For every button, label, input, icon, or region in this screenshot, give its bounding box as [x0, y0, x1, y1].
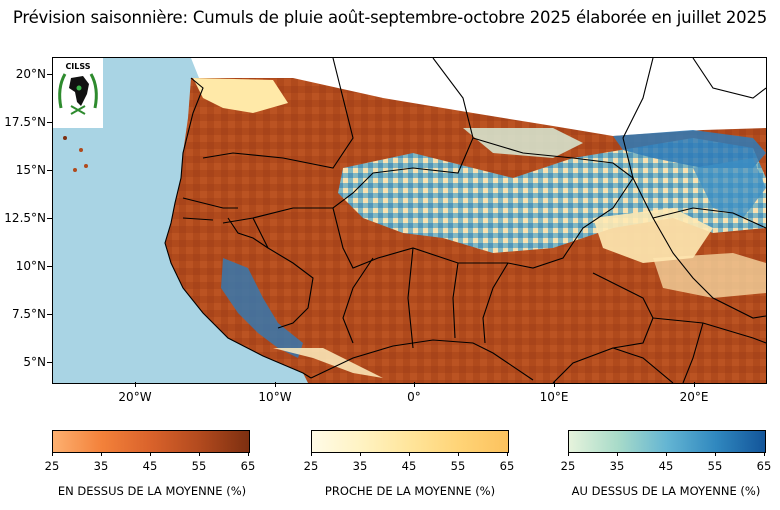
colorbar-tick-label: 55 — [450, 459, 466, 473]
colorbar-tick — [311, 452, 312, 456]
colorbar-tick — [764, 452, 765, 456]
colorbar-tick-label: 25 — [560, 459, 576, 473]
colorbar-tick — [458, 452, 459, 456]
near-normal-patch-3 — [463, 128, 583, 158]
lat-tick — [47, 74, 52, 75]
country-borders — [164, 58, 766, 383]
lon-label: 20°W — [118, 390, 152, 404]
forecast-map — [52, 57, 767, 384]
near-normal-patch-2 — [593, 208, 713, 263]
colorbar-tick-label: 65 — [240, 459, 256, 473]
lat-label: 5°N — [23, 355, 46, 369]
near-normal-patch-4 — [653, 253, 766, 298]
lon-label: 20°E — [679, 390, 709, 404]
colorbar-tick — [617, 452, 618, 456]
lon-tick — [694, 382, 695, 387]
colorbar-tick — [52, 452, 53, 456]
lon-tick — [414, 382, 415, 387]
lat-tick — [47, 170, 52, 171]
colorbar-tick — [150, 452, 151, 456]
lon-label: 0° — [407, 390, 421, 404]
map-svg — [53, 58, 766, 383]
cape-verde-island — [63, 136, 67, 140]
lon-tick — [135, 382, 136, 387]
lon-label: 10°W — [258, 390, 292, 404]
chad-above-normal — [693, 158, 766, 218]
coast-near-normal — [273, 348, 383, 378]
east-above-normal — [613, 130, 766, 168]
lat-label: 15°N — [15, 163, 46, 177]
colorbar-tick — [248, 452, 249, 456]
colorbar-above-normal — [568, 430, 766, 453]
colorbar-tick — [360, 452, 361, 456]
lat-tick — [47, 218, 52, 219]
colorbar-tick-label: 65 — [499, 459, 515, 473]
colorbar-tick-label: 35 — [352, 459, 368, 473]
lat-label: 10°N — [15, 259, 46, 273]
colorbar-near-normal — [311, 430, 509, 453]
cape-verde-island — [73, 168, 77, 172]
colorbar-tick-label: 45 — [142, 459, 158, 473]
colorbar-tick — [568, 452, 569, 456]
lon-label: 10°E — [539, 390, 569, 404]
lat-tick — [47, 122, 52, 123]
colorbar-tick — [101, 452, 102, 456]
colorbar-tick — [666, 452, 667, 456]
sahel-mixed-band — [338, 138, 766, 253]
colorbar-tick — [715, 452, 716, 456]
colorbar-tick-label: 45 — [401, 459, 417, 473]
colorbar-tick — [409, 452, 410, 456]
colorbar-tick-label: 25 — [44, 459, 60, 473]
colorbar-tick-label: 35 — [93, 459, 109, 473]
colorbar-label: EN DESSUS DE LA MOYENNE (%) — [57, 484, 247, 498]
lat-label: 17.5°N — [4, 115, 46, 129]
lat-label: 12.5°N — [4, 211, 46, 225]
colorbar-tick-label: 55 — [707, 459, 723, 473]
cilss-logo: CILSS — [53, 58, 103, 128]
lon-tick — [275, 382, 276, 387]
lat-tick — [47, 362, 52, 363]
colorbar-label: AU DESSUS DE LA MOYENNE (%) — [571, 484, 761, 498]
colorbar-tick-label: 25 — [303, 459, 319, 473]
colorbar-below-normal — [52, 430, 250, 453]
cape-verde-island — [84, 164, 88, 168]
colorbar-tick-label: 45 — [658, 459, 674, 473]
colorbar-tick — [199, 452, 200, 456]
colorbar-tick-label: 55 — [191, 459, 207, 473]
colorbar-tick-label: 65 — [756, 459, 772, 473]
lat-label: 7.5°N — [11, 307, 46, 321]
near-normal-patch-1 — [193, 78, 288, 113]
lat-tick — [47, 266, 52, 267]
colorbar-tick — [507, 452, 508, 456]
colorbar-tick-label: 35 — [609, 459, 625, 473]
colorbar-label: PROCHE DE LA MOYENNE (%) — [324, 484, 496, 498]
lat-label: 20°N — [15, 67, 46, 81]
cape-verde-island — [79, 148, 83, 152]
logo-text: CILSS — [65, 62, 90, 71]
no-data-area — [191, 58, 766, 143]
map-title: Prévision saisonnière: Cumuls de pluie a… — [12, 8, 768, 27]
lon-tick — [554, 382, 555, 387]
lat-tick — [47, 314, 52, 315]
guinea-coast-above-normal — [221, 258, 303, 358]
